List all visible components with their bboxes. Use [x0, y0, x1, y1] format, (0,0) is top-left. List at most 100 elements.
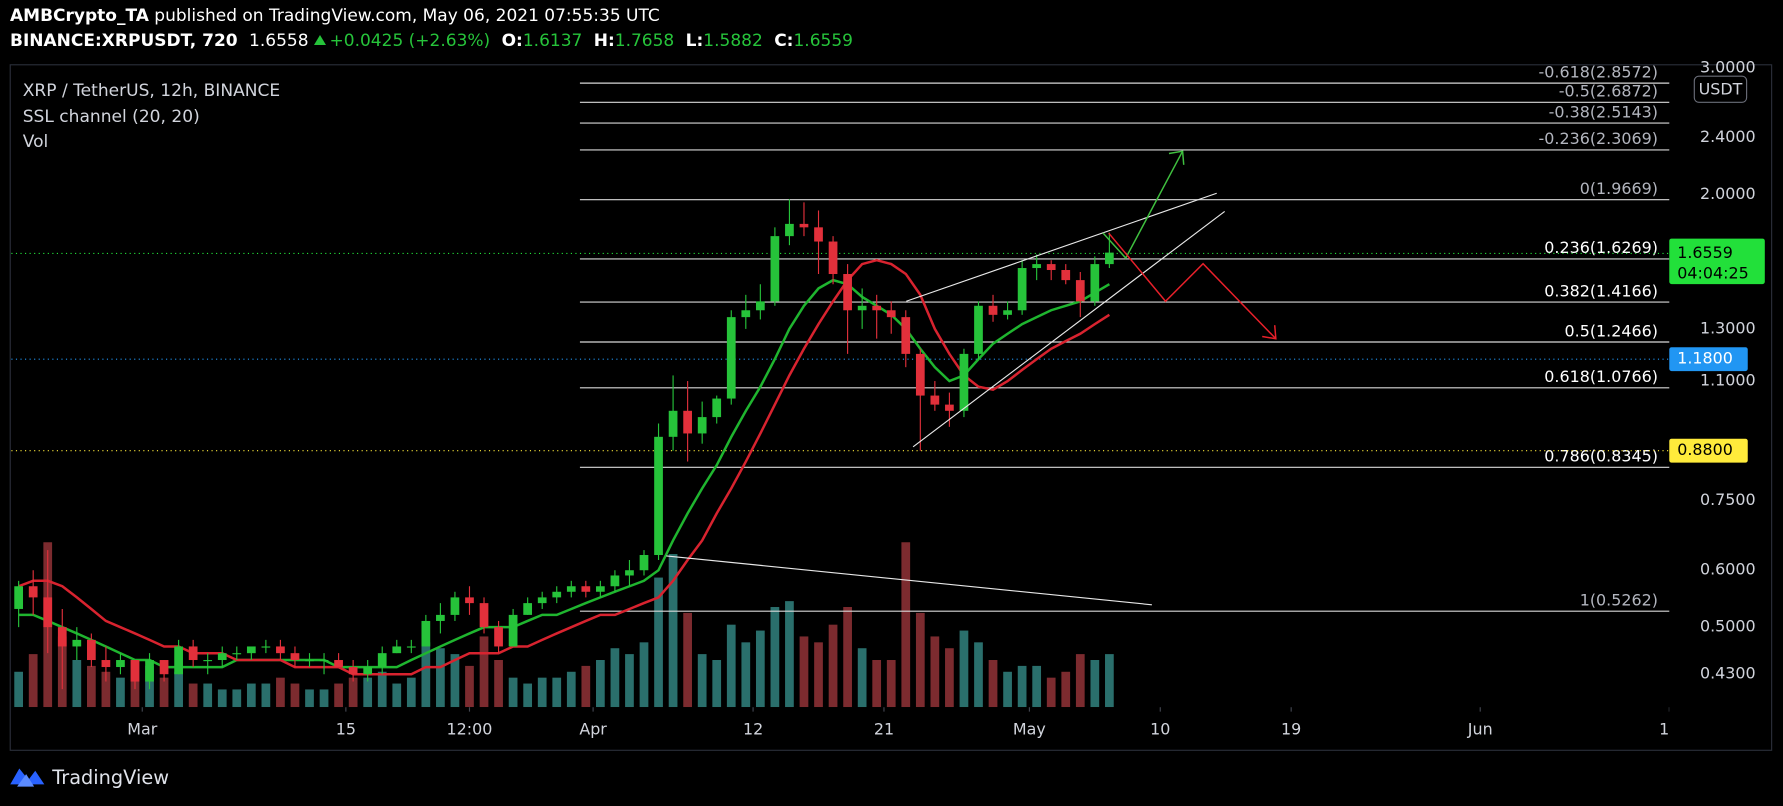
candle-body	[159, 660, 169, 675]
fib-label: 0.236(1.6269)	[1544, 238, 1658, 257]
candle-body	[668, 410, 678, 437]
candle-body	[217, 653, 227, 661]
volume-bar	[450, 654, 460, 708]
volume-bar	[159, 677, 169, 708]
candle-body	[886, 310, 896, 318]
x-tick-label: 12	[743, 719, 763, 738]
candle-body	[974, 305, 983, 354]
x-tick-label: Mar	[127, 719, 157, 738]
candle-body	[305, 660, 314, 662]
volume-bar	[741, 642, 751, 708]
candle-body	[741, 310, 751, 318]
x-tick-label: 10	[1150, 719, 1170, 738]
candle-body	[174, 646, 183, 675]
trend-line	[912, 210, 1226, 448]
volume-bar	[581, 665, 591, 708]
volume-bar	[945, 648, 954, 708]
candle-body	[770, 236, 780, 302]
candle-body	[1105, 252, 1114, 265]
candle-body	[814, 227, 823, 242]
candle-body	[930, 395, 940, 405]
volume-bar	[697, 654, 707, 708]
candle-body	[406, 646, 416, 648]
volume-layer	[14, 542, 1114, 708]
candle-body	[436, 614, 445, 621]
candle-body	[348, 667, 358, 675]
candle-body	[901, 317, 911, 354]
price-tag-label: 1.6559	[1677, 243, 1733, 262]
volume-bar	[392, 683, 402, 708]
volume-bar	[974, 642, 983, 708]
publish-header: AMBCrypto_TA published on TradingView.co…	[10, 4, 853, 54]
candle-body	[72, 639, 82, 647]
candle-body	[14, 586, 24, 609]
candle-body	[465, 597, 474, 604]
volume-bar	[508, 677, 518, 708]
volume-bar	[843, 607, 852, 708]
candle-body	[86, 639, 96, 661]
volume-bar	[683, 612, 692, 708]
arrow-head	[1168, 150, 1185, 165]
candle-body	[988, 305, 998, 315]
volume-bar	[523, 683, 533, 708]
candle-body	[1003, 310, 1012, 315]
volume-bar	[1032, 665, 1042, 708]
candle-body	[566, 586, 576, 592]
candle-body	[450, 597, 460, 615]
volume-bar	[465, 665, 474, 708]
ssl-line	[18, 258, 1111, 676]
volume-bar	[28, 654, 38, 708]
ohlc-value: 1.5882	[703, 31, 763, 51]
trend-line	[906, 192, 1217, 302]
candle-body	[537, 597, 547, 604]
volume-bar	[188, 683, 198, 708]
volume-bar	[363, 677, 373, 708]
time-axis: Mar 15 12:00 Apr 12 21 May 10 19 Jun 14	[127, 707, 1670, 738]
volume-bar	[596, 660, 605, 708]
candle-body	[232, 653, 242, 655]
currency-box	[1693, 75, 1748, 103]
candle-body	[945, 404, 954, 411]
price-tag	[1669, 238, 1765, 285]
volume-bar	[1017, 665, 1027, 708]
y-tick-label: 0.5000	[1700, 617, 1756, 636]
volume-bar	[639, 642, 649, 708]
volume-bar	[1061, 671, 1071, 708]
volume-bar	[86, 665, 96, 708]
ssl-layer	[18, 258, 1111, 676]
volume-bar	[348, 677, 358, 708]
volume-bar	[1075, 654, 1085, 708]
candle-body	[57, 627, 67, 647]
volume-bar	[334, 683, 343, 708]
candle-body	[683, 410, 692, 434]
y-tick-label: 3.0000	[1700, 57, 1756, 76]
volume-bar	[14, 671, 24, 708]
candle-body	[872, 305, 882, 311]
volume-bar	[1003, 671, 1012, 708]
author: AMBCrypto_TA	[10, 6, 149, 26]
chart-pane	[9, 64, 1773, 751]
volume-bar	[785, 601, 794, 708]
x-tick-label: 12:00	[447, 719, 493, 738]
volume-bar	[232, 689, 242, 708]
volume-bar	[712, 660, 722, 708]
volume-bar	[726, 624, 736, 708]
candle-body	[421, 620, 431, 647]
bull-path	[1102, 150, 1184, 260]
candle-body	[828, 241, 838, 275]
candle-body	[1090, 264, 1100, 302]
currency-label: USDT	[1699, 79, 1743, 98]
legend-title: XRP / TetherUS, 12h, BINANCE	[23, 81, 280, 101]
drawings	[666, 150, 1277, 606]
candle-body	[290, 653, 300, 661]
price-tag-label: 0.8800	[1677, 440, 1733, 459]
volume-bar	[886, 660, 896, 708]
price-axis: 3.0000 2.4000 2.0000 1.3000 1.1000 0.7500 0.60…	[1700, 57, 1756, 682]
volume-bar	[857, 648, 867, 708]
fib-label: 0.618(1.0766)	[1544, 367, 1658, 386]
x-tick-label: Jun	[1467, 719, 1493, 738]
fib-label: 1(0.5262)	[1580, 590, 1658, 609]
y-tick-label: 0.7500	[1700, 490, 1756, 509]
candle-body	[130, 660, 140, 682]
